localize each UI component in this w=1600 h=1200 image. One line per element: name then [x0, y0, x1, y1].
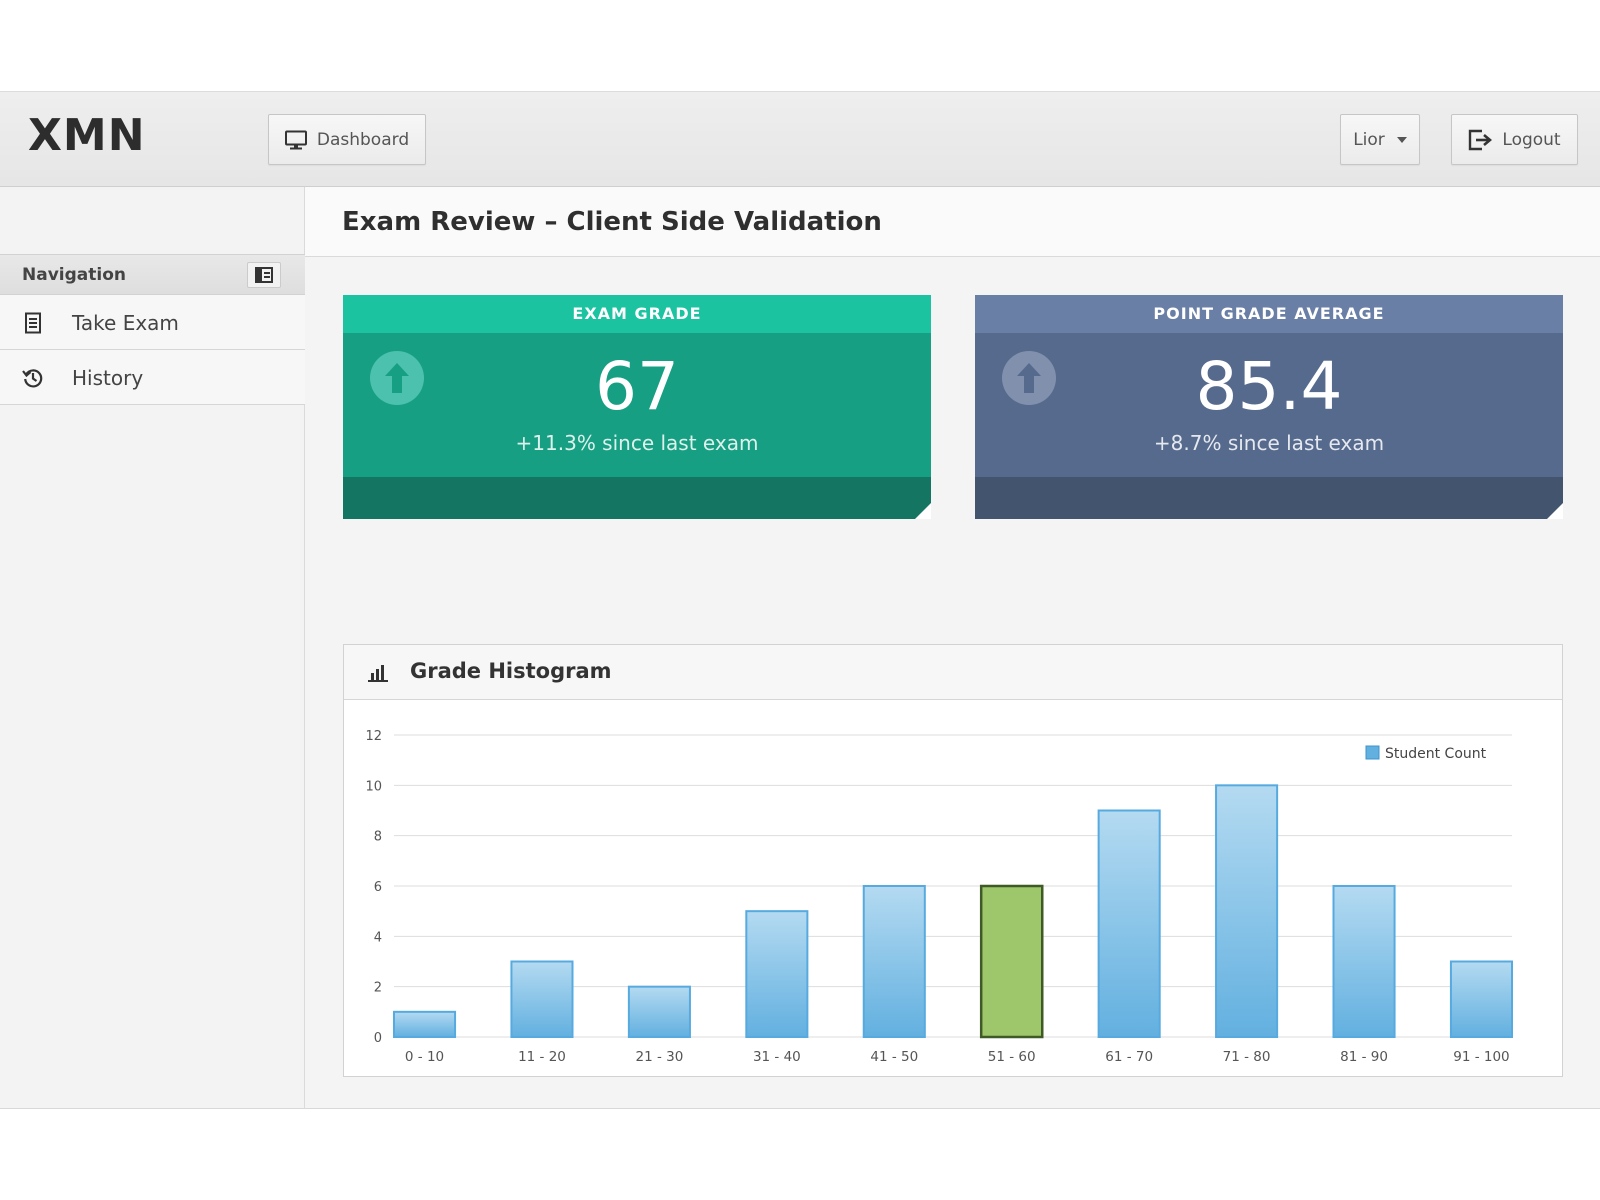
bar: [393, 1010, 457, 1039]
stat-value: 67: [595, 348, 679, 425]
bar: [627, 985, 691, 1038]
app-window: XMN Dashboard Lior Logout Navigation: [0, 91, 1600, 1109]
document-icon: [25, 312, 41, 334]
grade-histogram-chart: 0 2 4 6 8 10 12 0 - 10 11 - 20 21 - 30 31 - 40 41 -…: [365, 729, 1513, 1065]
bar: [745, 910, 809, 1039]
panel-header: Grade Histogram: [344, 645, 1562, 700]
user-name: Lior: [1353, 129, 1385, 150]
point-grade-average-card: POINT GRADE AVERAGE 85.4 +8.7% since las…: [975, 295, 1563, 519]
sidebar-toggle-icon: [255, 267, 273, 283]
logout-icon: [1469, 129, 1493, 150]
sidebar-item-take-exam[interactable]: Take Exam: [0, 295, 305, 350]
y-tick-label: 8: [374, 830, 382, 845]
legend-swatch: [1365, 745, 1380, 760]
y-tick-label: 12: [365, 729, 382, 744]
panel-title: Grade Histogram: [410, 659, 612, 683]
arrow-up-icon: [1002, 351, 1056, 405]
chevron-down-icon: [1396, 136, 1407, 143]
stat-change: +8.7% since last exam: [1153, 431, 1385, 455]
x-tick-label: 51 - 60: [988, 1049, 1036, 1065]
y-tick-label: 2: [374, 981, 382, 996]
logout-label: Logout: [1502, 129, 1561, 150]
logout-button[interactable]: Logout: [1451, 114, 1578, 165]
bar: [1097, 809, 1161, 1038]
stat-change: +11.3% since last exam: [515, 431, 759, 455]
dashboard-label: Dashboard: [316, 129, 410, 150]
sidebar-item-history[interactable]: History: [0, 350, 305, 405]
bar: [1332, 885, 1396, 1038]
x-tick-label: 71 - 80: [1223, 1049, 1271, 1065]
page-header: Exam Review – Client Side Validation: [305, 187, 1600, 257]
history-icon: [22, 369, 43, 388]
stat-value: 85.4: [1195, 348, 1343, 425]
bar: [1215, 784, 1279, 1039]
sidebar-item-label: History: [72, 366, 144, 390]
sidebar-item-label: Take Exam: [72, 311, 179, 335]
y-tick-label: 4: [374, 930, 382, 945]
sidebar: Navigation Take Exam: [0, 187, 305, 1108]
card-corner-fold: [915, 503, 931, 519]
legend-label: Student Count: [1385, 746, 1487, 762]
bar: [510, 960, 574, 1038]
card-corner-fold: [1547, 503, 1563, 519]
page-title: Exam Review – Client Side Validation: [342, 207, 882, 237]
sidebar-toggle-button[interactable]: [247, 262, 281, 288]
user-menu-button[interactable]: Lior: [1340, 114, 1420, 165]
dashboard-button[interactable]: Dashboard: [268, 114, 426, 165]
x-tick-label: 21 - 30: [636, 1049, 684, 1065]
bar-highlighted: [979, 884, 1044, 1039]
brand-logo[interactable]: XMN: [28, 110, 146, 161]
x-tick-label: 61 - 70: [1105, 1049, 1153, 1065]
y-tick-label: 6: [374, 880, 382, 895]
monitor-icon: [284, 130, 307, 149]
chart-legend: Student Count: [1365, 745, 1487, 762]
x-tick-label: 41 - 50: [870, 1049, 918, 1065]
stat-body: 67 +11.3% since last exam: [343, 333, 931, 477]
y-tick-label: 0: [374, 1031, 382, 1046]
stat-heading: EXAM GRADE: [343, 295, 931, 333]
grade-histogram-panel: Grade Histogram 0 2 4 6 8 10 12 0 - 10 11 - 20 21…: [343, 644, 1563, 1077]
top-bar: XMN Dashboard Lior Logout: [0, 92, 1600, 187]
y-tick-label: 10: [365, 779, 382, 794]
x-tick-label: 81 - 90: [1340, 1049, 1388, 1065]
navigation-header: Navigation: [0, 254, 305, 295]
stat-footer: [975, 477, 1563, 519]
x-tick-label: 91 - 100: [1453, 1049, 1509, 1065]
navigation-title: Navigation: [22, 265, 126, 285]
bar-chart-icon: [368, 665, 388, 682]
x-tick-label: 0 - 10: [405, 1049, 444, 1065]
stat-body: 85.4 +8.7% since last exam: [975, 333, 1563, 477]
x-tick-label: 31 - 40: [753, 1049, 801, 1065]
stat-heading: POINT GRADE AVERAGE: [975, 295, 1563, 333]
bar: [1449, 960, 1513, 1038]
stat-footer: [343, 477, 931, 519]
exam-grade-card: EXAM GRADE 67 +11.3% since last exam: [343, 295, 931, 519]
bar: [862, 885, 926, 1038]
arrow-up-icon: [370, 351, 424, 405]
x-tick-label: 11 - 20: [518, 1049, 566, 1065]
